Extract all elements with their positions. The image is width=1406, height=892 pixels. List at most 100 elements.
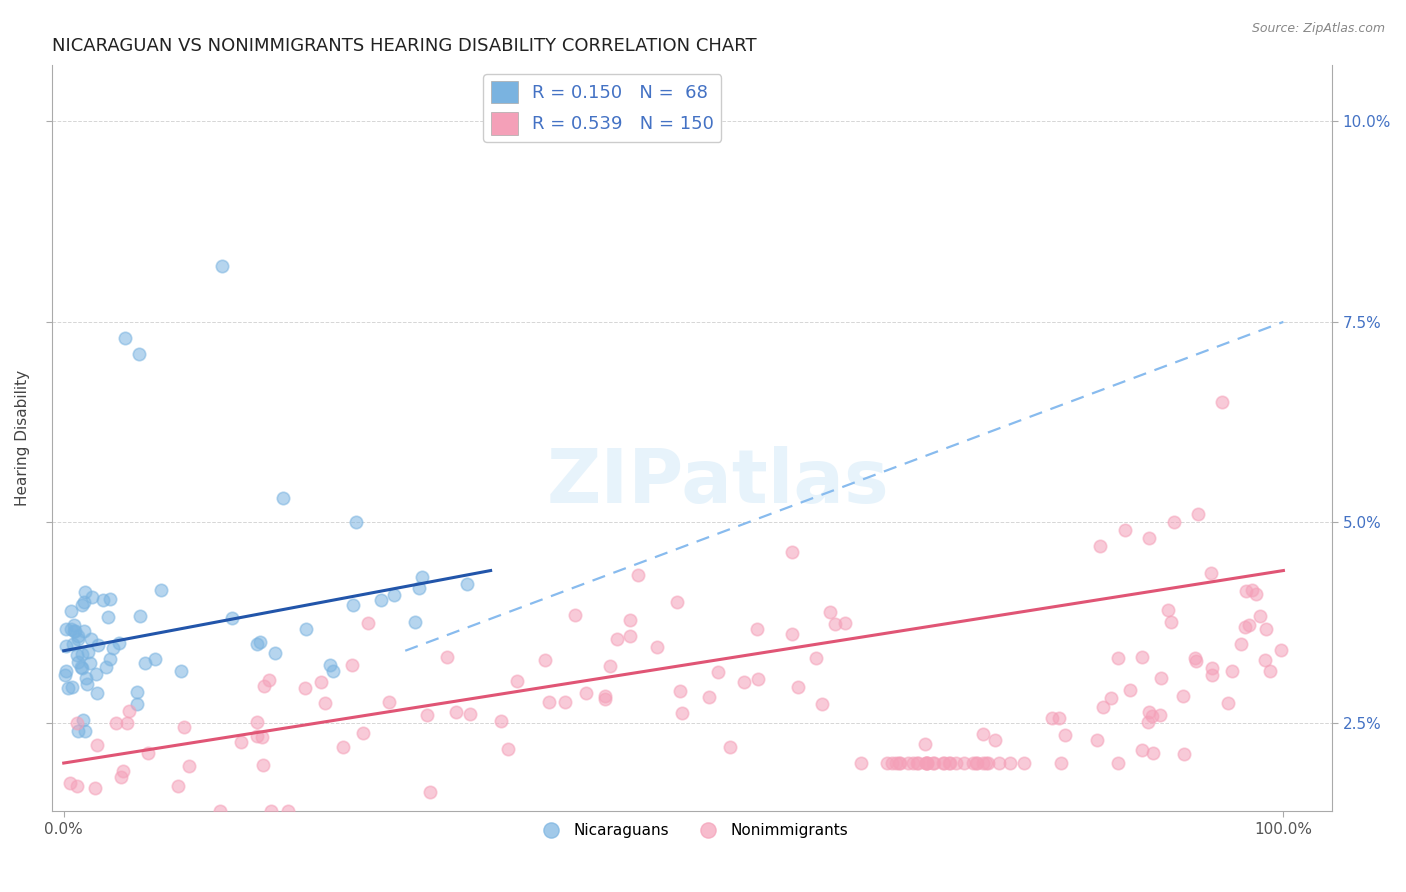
Point <box>1184 651 1206 665</box>
Point <box>884 756 907 770</box>
Point <box>489 714 512 728</box>
Point <box>1157 603 1180 617</box>
Point <box>806 651 828 665</box>
Point <box>1012 756 1035 770</box>
Point <box>332 739 354 754</box>
Point <box>231 735 253 749</box>
Point <box>55 622 77 636</box>
Point <box>1249 608 1271 623</box>
Point <box>370 593 392 607</box>
Point <box>70 598 93 612</box>
Point <box>1258 664 1281 678</box>
Point <box>1119 683 1142 698</box>
Point <box>66 780 89 794</box>
Point <box>1234 583 1257 598</box>
Point <box>1050 756 1073 770</box>
Point <box>86 739 108 753</box>
Point <box>66 648 89 662</box>
Point <box>922 756 945 770</box>
Point <box>382 588 405 602</box>
Point <box>666 595 689 609</box>
Point <box>246 637 269 651</box>
Point <box>70 647 93 661</box>
Point <box>112 764 135 778</box>
Point <box>1130 743 1153 757</box>
Point <box>103 641 125 656</box>
Point <box>1171 689 1194 703</box>
Point <box>66 632 89 647</box>
Point <box>221 611 243 625</box>
Point <box>340 657 363 672</box>
Point <box>314 696 336 710</box>
Point <box>1137 705 1160 719</box>
Point <box>263 646 285 660</box>
Point <box>114 331 136 345</box>
Point <box>246 729 269 743</box>
Point <box>554 695 576 709</box>
Point <box>80 590 103 604</box>
Point <box>606 632 628 647</box>
Legend: Nicaraguans, Nonimmigrants: Nicaraguans, Nonimmigrants <box>530 817 855 845</box>
Point <box>1244 587 1267 601</box>
Point <box>932 756 955 770</box>
Point <box>87 639 110 653</box>
Point <box>253 679 276 693</box>
Point <box>1211 395 1233 409</box>
Point <box>1092 700 1115 714</box>
Point <box>67 655 90 669</box>
Point <box>91 593 114 607</box>
Point <box>1254 622 1277 636</box>
Point <box>953 756 976 770</box>
Point <box>70 660 93 674</box>
Point <box>249 635 271 649</box>
Point <box>252 757 274 772</box>
Point <box>1216 696 1239 710</box>
Point <box>787 681 810 695</box>
Point <box>62 624 84 638</box>
Point <box>86 686 108 700</box>
Point <box>94 660 117 674</box>
Point <box>496 741 519 756</box>
Point <box>1150 671 1173 685</box>
Point <box>73 723 96 738</box>
Point <box>415 708 437 723</box>
Text: ZIPatlas: ZIPatlas <box>546 446 889 519</box>
Point <box>60 680 83 694</box>
Point <box>977 756 1000 770</box>
Point <box>59 622 82 636</box>
Point <box>208 804 231 818</box>
Point <box>889 756 911 770</box>
Point <box>945 756 967 770</box>
Point <box>55 639 77 653</box>
Point <box>352 726 374 740</box>
Point <box>733 675 755 690</box>
Point <box>917 756 939 770</box>
Point <box>377 695 399 709</box>
Point <box>1270 643 1292 657</box>
Point <box>747 623 769 637</box>
Point <box>932 756 955 770</box>
Point <box>66 629 89 643</box>
Point <box>136 746 159 760</box>
Point <box>59 776 82 790</box>
Point <box>593 692 616 706</box>
Point <box>257 673 280 687</box>
Point <box>1099 691 1122 706</box>
Text: Source: ZipAtlas.com: Source: ZipAtlas.com <box>1251 22 1385 36</box>
Point <box>671 706 693 720</box>
Point <box>77 645 100 659</box>
Point <box>63 624 86 639</box>
Point <box>1149 708 1171 723</box>
Point <box>110 770 132 784</box>
Point <box>880 756 903 770</box>
Point <box>707 665 730 679</box>
Point <box>53 668 76 682</box>
Point <box>1160 615 1182 629</box>
Point <box>342 599 364 613</box>
Point <box>887 756 910 770</box>
Point <box>118 704 141 718</box>
Point <box>747 673 769 687</box>
Point <box>905 756 928 770</box>
Point <box>1130 649 1153 664</box>
Point <box>143 652 166 666</box>
